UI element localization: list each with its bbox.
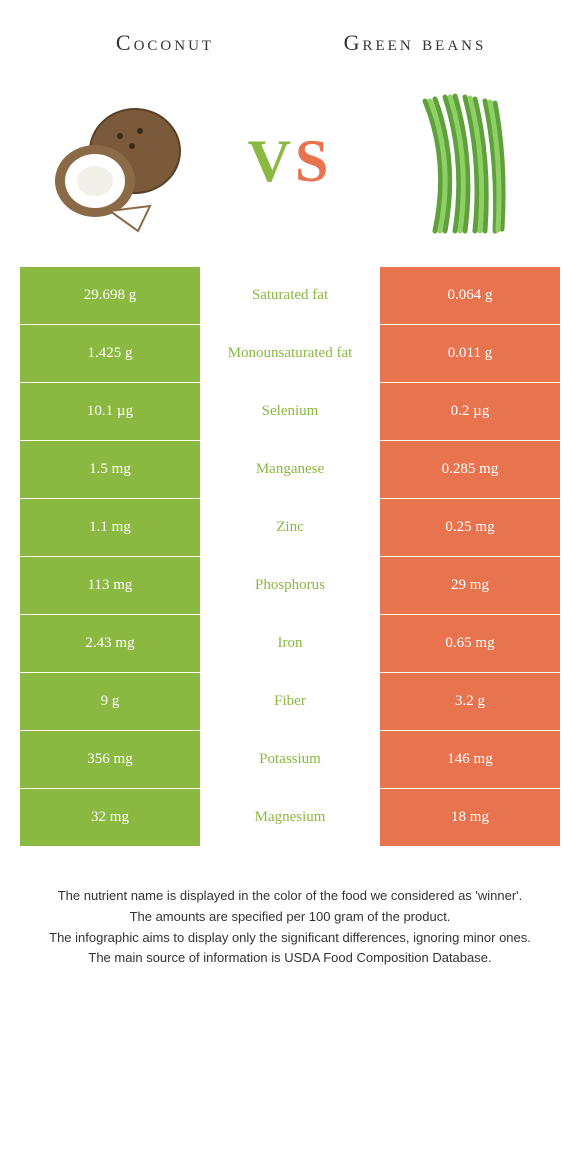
left-value: 9 g — [20, 673, 200, 730]
green-beans-image — [380, 81, 540, 241]
vs-s: S — [295, 128, 332, 194]
footnotes: The nutrient name is displayed in the co… — [0, 846, 580, 969]
header: Coconut Green beans — [0, 0, 580, 66]
nutrient-name: Saturated fat — [200, 267, 380, 324]
table-row: 29.698 gSaturated fat0.064 g — [20, 266, 560, 324]
right-value: 18 mg — [380, 789, 560, 846]
table-row: 10.1 µgSelenium0.2 µg — [20, 382, 560, 440]
nutrient-name: Iron — [200, 615, 380, 672]
right-value: 0.65 mg — [380, 615, 560, 672]
left-value: 2.43 mg — [20, 615, 200, 672]
table-row: 32 mgMagnesium18 mg — [20, 788, 560, 846]
nutrient-name: Fiber — [200, 673, 380, 730]
footnote-1: The nutrient name is displayed in the co… — [20, 886, 560, 907]
nutrient-name: Zinc — [200, 499, 380, 556]
right-value: 0.011 g — [380, 325, 560, 382]
footnote-2: The amounts are specified per 100 gram o… — [20, 907, 560, 928]
table-row: 1.425 gMonounsaturated fat0.011 g — [20, 324, 560, 382]
nutrient-name: Magnesium — [200, 789, 380, 846]
left-value: 32 mg — [20, 789, 200, 846]
footnote-3: The infographic aims to display only the… — [20, 928, 560, 949]
nutrient-name: Selenium — [200, 383, 380, 440]
left-value: 113 mg — [20, 557, 200, 614]
table-row: 356 mgPotassium146 mg — [20, 730, 560, 788]
vs-v: V — [248, 128, 295, 194]
images-row: VS — [0, 66, 580, 266]
table-row: 1.1 mgZinc0.25 mg — [20, 498, 560, 556]
left-value: 356 mg — [20, 731, 200, 788]
left-value: 29.698 g — [20, 267, 200, 324]
footnote-4: The main source of information is USDA F… — [20, 948, 560, 969]
right-value: 29 mg — [380, 557, 560, 614]
left-value: 1.5 mg — [20, 441, 200, 498]
table-row: 2.43 mgIron0.65 mg — [20, 614, 560, 672]
left-value: 10.1 µg — [20, 383, 200, 440]
right-value: 0.285 mg — [380, 441, 560, 498]
right-value: 3.2 g — [380, 673, 560, 730]
nutrient-table: 29.698 gSaturated fat0.064 g1.425 gMonou… — [20, 266, 560, 846]
left-value: 1.1 mg — [20, 499, 200, 556]
right-value: 146 mg — [380, 731, 560, 788]
right-value: 0.2 µg — [380, 383, 560, 440]
right-food-title: Green beans — [290, 30, 540, 56]
nutrient-name: Manganese — [200, 441, 380, 498]
nutrient-name: Monounsaturated fat — [200, 325, 380, 382]
right-value: 0.25 mg — [380, 499, 560, 556]
nutrient-name: Phosphorus — [200, 557, 380, 614]
nutrient-name: Potassium — [200, 731, 380, 788]
table-row: 1.5 mgManganese0.285 mg — [20, 440, 560, 498]
coconut-image — [40, 81, 200, 241]
right-value: 0.064 g — [380, 267, 560, 324]
table-row: 113 mgPhosphorus29 mg — [20, 556, 560, 614]
left-value: 1.425 g — [20, 325, 200, 382]
left-food-title: Coconut — [40, 30, 290, 56]
vs-label: VS — [248, 127, 333, 196]
table-row: 9 gFiber3.2 g — [20, 672, 560, 730]
